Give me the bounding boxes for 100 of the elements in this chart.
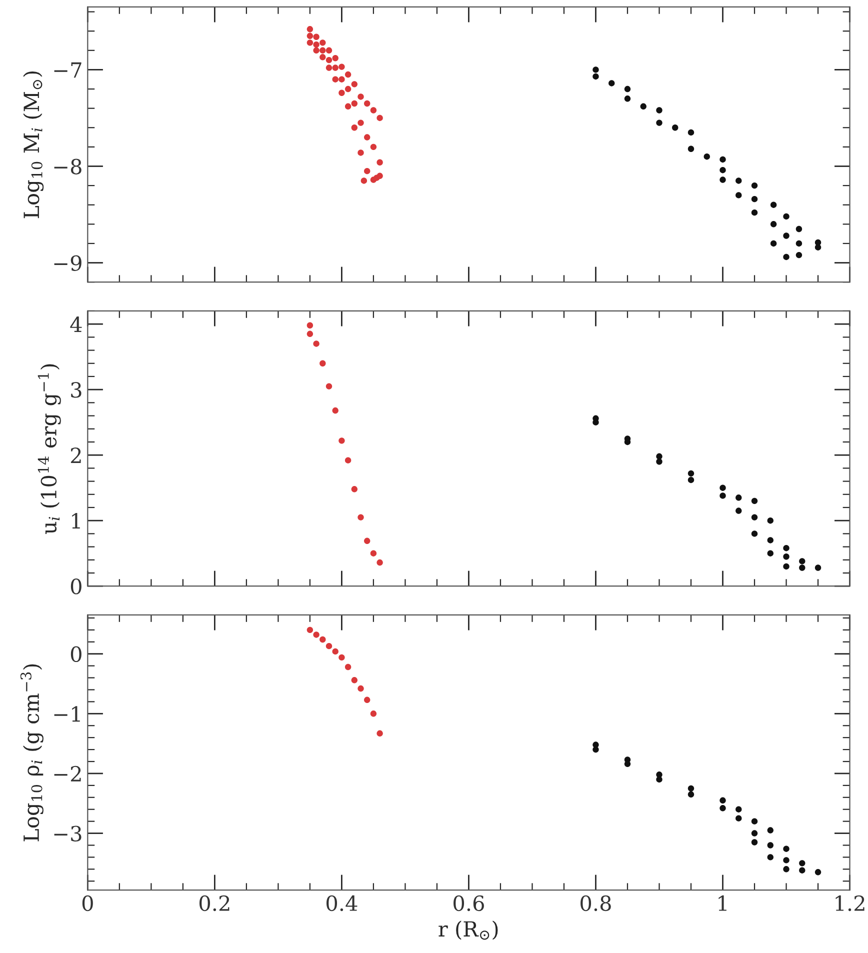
y-tick-label: −3 bbox=[54, 826, 82, 842]
point bbox=[720, 484, 726, 491]
point bbox=[351, 486, 358, 492]
point bbox=[370, 550, 377, 556]
point bbox=[688, 470, 694, 477]
point bbox=[751, 514, 758, 520]
point bbox=[376, 114, 383, 122]
point bbox=[332, 55, 338, 62]
x-tick-label: 1.2 bbox=[836, 895, 864, 912]
point bbox=[624, 760, 631, 768]
point bbox=[656, 120, 662, 126]
point bbox=[767, 827, 774, 834]
point bbox=[736, 494, 742, 501]
point bbox=[608, 80, 615, 86]
y-axis-title: Log$_{10}$ ρ$_{i}$ (g cm$^{−3}$) bbox=[20, 664, 44, 842]
point bbox=[736, 178, 742, 184]
point bbox=[704, 153, 710, 160]
point bbox=[720, 805, 726, 812]
point bbox=[370, 107, 377, 114]
point bbox=[751, 530, 758, 537]
point bbox=[376, 730, 383, 737]
point bbox=[688, 146, 694, 152]
point bbox=[320, 636, 326, 643]
point bbox=[814, 244, 822, 250]
y-tick-label: −8 bbox=[54, 158, 82, 174]
point bbox=[313, 632, 320, 638]
point bbox=[358, 685, 364, 692]
point bbox=[720, 492, 726, 499]
point bbox=[326, 642, 332, 650]
point bbox=[351, 124, 358, 131]
point bbox=[751, 182, 758, 189]
point bbox=[796, 252, 802, 258]
point bbox=[364, 696, 370, 704]
x-tick-label: 0.6 bbox=[454, 895, 484, 912]
point bbox=[332, 64, 338, 71]
point bbox=[783, 232, 790, 239]
point bbox=[799, 558, 806, 564]
x-tick-label: 0.4 bbox=[326, 895, 358, 912]
point bbox=[656, 107, 662, 114]
y-tick-label: 4 bbox=[70, 316, 82, 332]
point bbox=[332, 648, 338, 655]
y-tick-label: 0 bbox=[70, 578, 82, 594]
point bbox=[338, 64, 345, 70]
point bbox=[767, 550, 774, 556]
point bbox=[364, 134, 370, 140]
point bbox=[751, 839, 758, 846]
point bbox=[376, 159, 383, 166]
point bbox=[720, 176, 726, 183]
point bbox=[688, 129, 694, 136]
point bbox=[313, 340, 320, 347]
point bbox=[326, 56, 332, 64]
y-tick-label: 3 bbox=[71, 382, 82, 398]
point bbox=[592, 66, 599, 73]
point bbox=[332, 407, 338, 414]
point bbox=[592, 746, 599, 753]
point bbox=[592, 73, 599, 80]
point bbox=[751, 209, 758, 216]
x-tick-label: 0 bbox=[82, 895, 93, 912]
point bbox=[783, 846, 790, 852]
point bbox=[720, 156, 726, 163]
point bbox=[736, 815, 742, 822]
y-axis-title: Log$_{10}$ M$_{i}$ (M$_{⊙}$) bbox=[23, 71, 44, 218]
point bbox=[736, 508, 742, 514]
point bbox=[351, 81, 358, 88]
point bbox=[306, 330, 314, 337]
point bbox=[344, 71, 352, 78]
point bbox=[796, 226, 802, 232]
point bbox=[313, 42, 320, 48]
point bbox=[770, 221, 777, 228]
point bbox=[306, 322, 314, 328]
point bbox=[320, 360, 326, 366]
point bbox=[358, 94, 364, 100]
point bbox=[720, 167, 726, 174]
point bbox=[783, 544, 790, 552]
point bbox=[306, 32, 314, 40]
point bbox=[364, 100, 370, 107]
point bbox=[306, 40, 314, 46]
point bbox=[814, 869, 822, 876]
point bbox=[799, 860, 806, 866]
point bbox=[326, 383, 332, 390]
point bbox=[783, 563, 790, 570]
y-tick-label: 1 bbox=[72, 513, 80, 529]
y-tick-label: −7 bbox=[54, 62, 82, 78]
point bbox=[688, 791, 694, 798]
point bbox=[720, 797, 726, 804]
point bbox=[767, 854, 774, 860]
point bbox=[751, 196, 758, 202]
point bbox=[326, 47, 332, 54]
point bbox=[624, 86, 631, 92]
point bbox=[783, 254, 790, 260]
x-tick-label: 0.8 bbox=[580, 895, 611, 912]
x-axis-title: r (R$_{⊙}$) bbox=[438, 920, 498, 940]
point bbox=[306, 26, 314, 32]
point bbox=[313, 47, 320, 54]
point bbox=[736, 192, 742, 198]
y-tick-label: 2 bbox=[70, 448, 81, 463]
point bbox=[770, 240, 777, 247]
point bbox=[751, 818, 758, 824]
point bbox=[799, 867, 806, 874]
point bbox=[736, 806, 742, 812]
